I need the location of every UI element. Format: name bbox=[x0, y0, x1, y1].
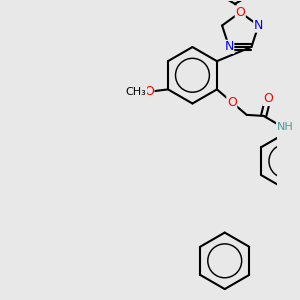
Text: O: O bbox=[144, 85, 154, 98]
Text: NH: NH bbox=[277, 122, 293, 131]
Text: O: O bbox=[227, 96, 237, 109]
Text: N: N bbox=[254, 19, 263, 32]
Text: O: O bbox=[235, 6, 245, 19]
Text: N: N bbox=[224, 40, 234, 53]
Text: CH₃: CH₃ bbox=[126, 86, 146, 97]
Text: O: O bbox=[263, 92, 273, 105]
